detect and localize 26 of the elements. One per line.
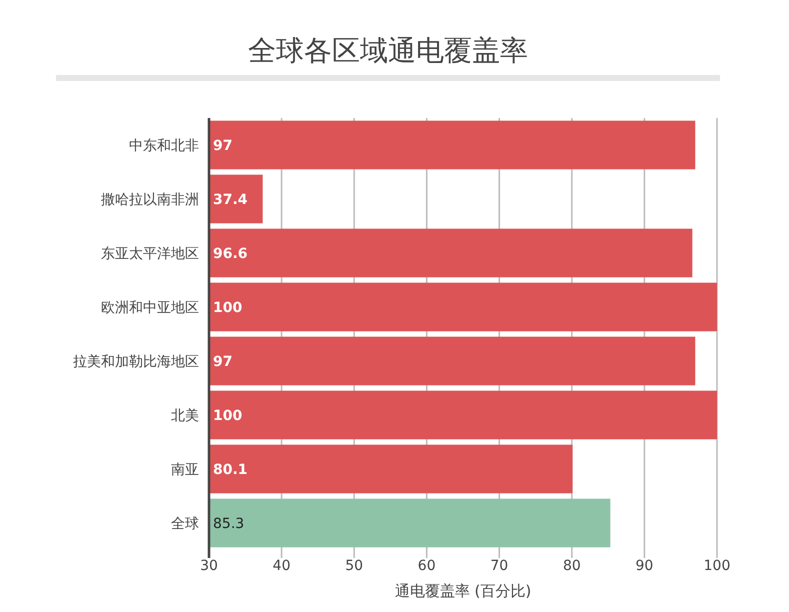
y-tick-label: 全球 (171, 516, 199, 532)
y-tick-label: 拉美和加勒比海地区 (73, 354, 199, 370)
x-tick-label: 50 (345, 558, 364, 574)
y-tick-label: 欧洲和中亚地区 (101, 300, 199, 316)
x-tick-label: 30 (200, 558, 218, 574)
data-label: 100 (213, 408, 242, 424)
data-label: 37.4 (213, 192, 248, 208)
data-label: 80.1 (213, 462, 248, 478)
y-tick-label: 东亚太平洋地区 (101, 246, 199, 262)
y-tick-label: 北美 (171, 408, 199, 424)
y-tick-label: 撒哈拉以南非洲 (101, 192, 199, 208)
x-tick-label: 60 (418, 558, 436, 574)
y-tick-label: 南亚 (171, 462, 199, 478)
data-label: 97 (213, 138, 232, 154)
x-tick-label: 80 (562, 558, 581, 574)
x-tick-label: 70 (490, 558, 508, 574)
data-label: 85.3 (213, 516, 244, 532)
x-axis-title: 通电覆盖率 (百分比) (394, 582, 532, 600)
data-label: 97 (213, 354, 232, 370)
x-tick-label: 100 (704, 558, 730, 574)
x-tick-label: 90 (636, 558, 654, 574)
y-tick-label: 中东和北非 (129, 138, 199, 154)
data-label: 96.6 (213, 246, 248, 262)
data-label: 100 (213, 300, 242, 316)
chart-title: 全球各区域通电覆盖率 (248, 34, 528, 67)
x-tick-label: 40 (272, 558, 290, 574)
